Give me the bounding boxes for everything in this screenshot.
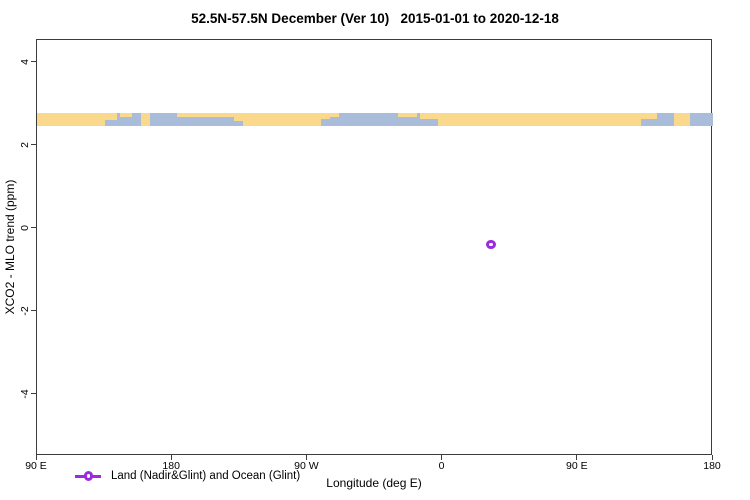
y-tick-mark xyxy=(31,144,36,146)
y-tick-label: -2 xyxy=(19,306,31,316)
y-tick-mark xyxy=(31,310,36,312)
x-tick-mark xyxy=(305,455,307,460)
y-tick-label: 0 xyxy=(19,224,31,231)
land-segment xyxy=(673,112,691,126)
plot-area: Land (Nadir&Glint) and Ocean (Glint) xyxy=(36,39,713,482)
land-ocean-map-strip xyxy=(37,112,713,126)
y-tick-label: 4 xyxy=(19,58,31,65)
x-tick-label: 90 W xyxy=(294,460,319,472)
land-segment xyxy=(438,112,461,126)
x-tick-label: 90 E xyxy=(25,460,47,472)
x-tick-label: 180 xyxy=(162,460,180,472)
x-tick-mark xyxy=(35,455,37,460)
land-segment xyxy=(420,112,439,120)
y-tick-label: -4 xyxy=(19,389,31,399)
legend-open-circle-icon xyxy=(84,471,94,481)
x-tick-mark xyxy=(170,455,172,460)
land-segment xyxy=(242,112,321,126)
x-tick-mark xyxy=(441,455,443,460)
land-segment xyxy=(119,112,132,118)
y-tick-mark xyxy=(31,61,36,63)
y-tick-mark xyxy=(31,393,36,395)
x-axis-title: Longitude (deg E) xyxy=(326,476,422,490)
land-segment xyxy=(176,112,234,118)
land-segment xyxy=(233,112,243,121)
land-segment xyxy=(329,112,339,118)
data-point-open-circle xyxy=(486,239,496,250)
x-tick-label: 0 xyxy=(438,460,445,472)
land-segment xyxy=(397,112,418,117)
chart-title: 52.5N-57.5N December (Ver 10) 2015-01-01… xyxy=(191,11,559,26)
land-segment xyxy=(101,112,117,120)
y-tick-mark xyxy=(31,227,36,229)
x-tick-label: 180 xyxy=(703,460,721,472)
x-tick-mark xyxy=(576,455,578,460)
land-segment xyxy=(140,112,150,126)
land-segment xyxy=(320,112,330,120)
legend-label: Land (Nadir&Glint) and Ocean (Glint) xyxy=(111,470,301,482)
y-tick-label: 2 xyxy=(19,141,31,148)
x-tick-mark xyxy=(711,455,713,460)
land-segment xyxy=(460,112,641,126)
legend-line-marker xyxy=(75,471,101,481)
x-tick-label: 90 E xyxy=(565,460,588,472)
land-segment xyxy=(640,112,658,120)
land-segment xyxy=(37,112,105,126)
legend: Land (Nadir&Glint) and Ocean (Glint) xyxy=(75,468,300,484)
y-axis-title: XCO2 - MLO trend (ppm) xyxy=(3,179,17,315)
